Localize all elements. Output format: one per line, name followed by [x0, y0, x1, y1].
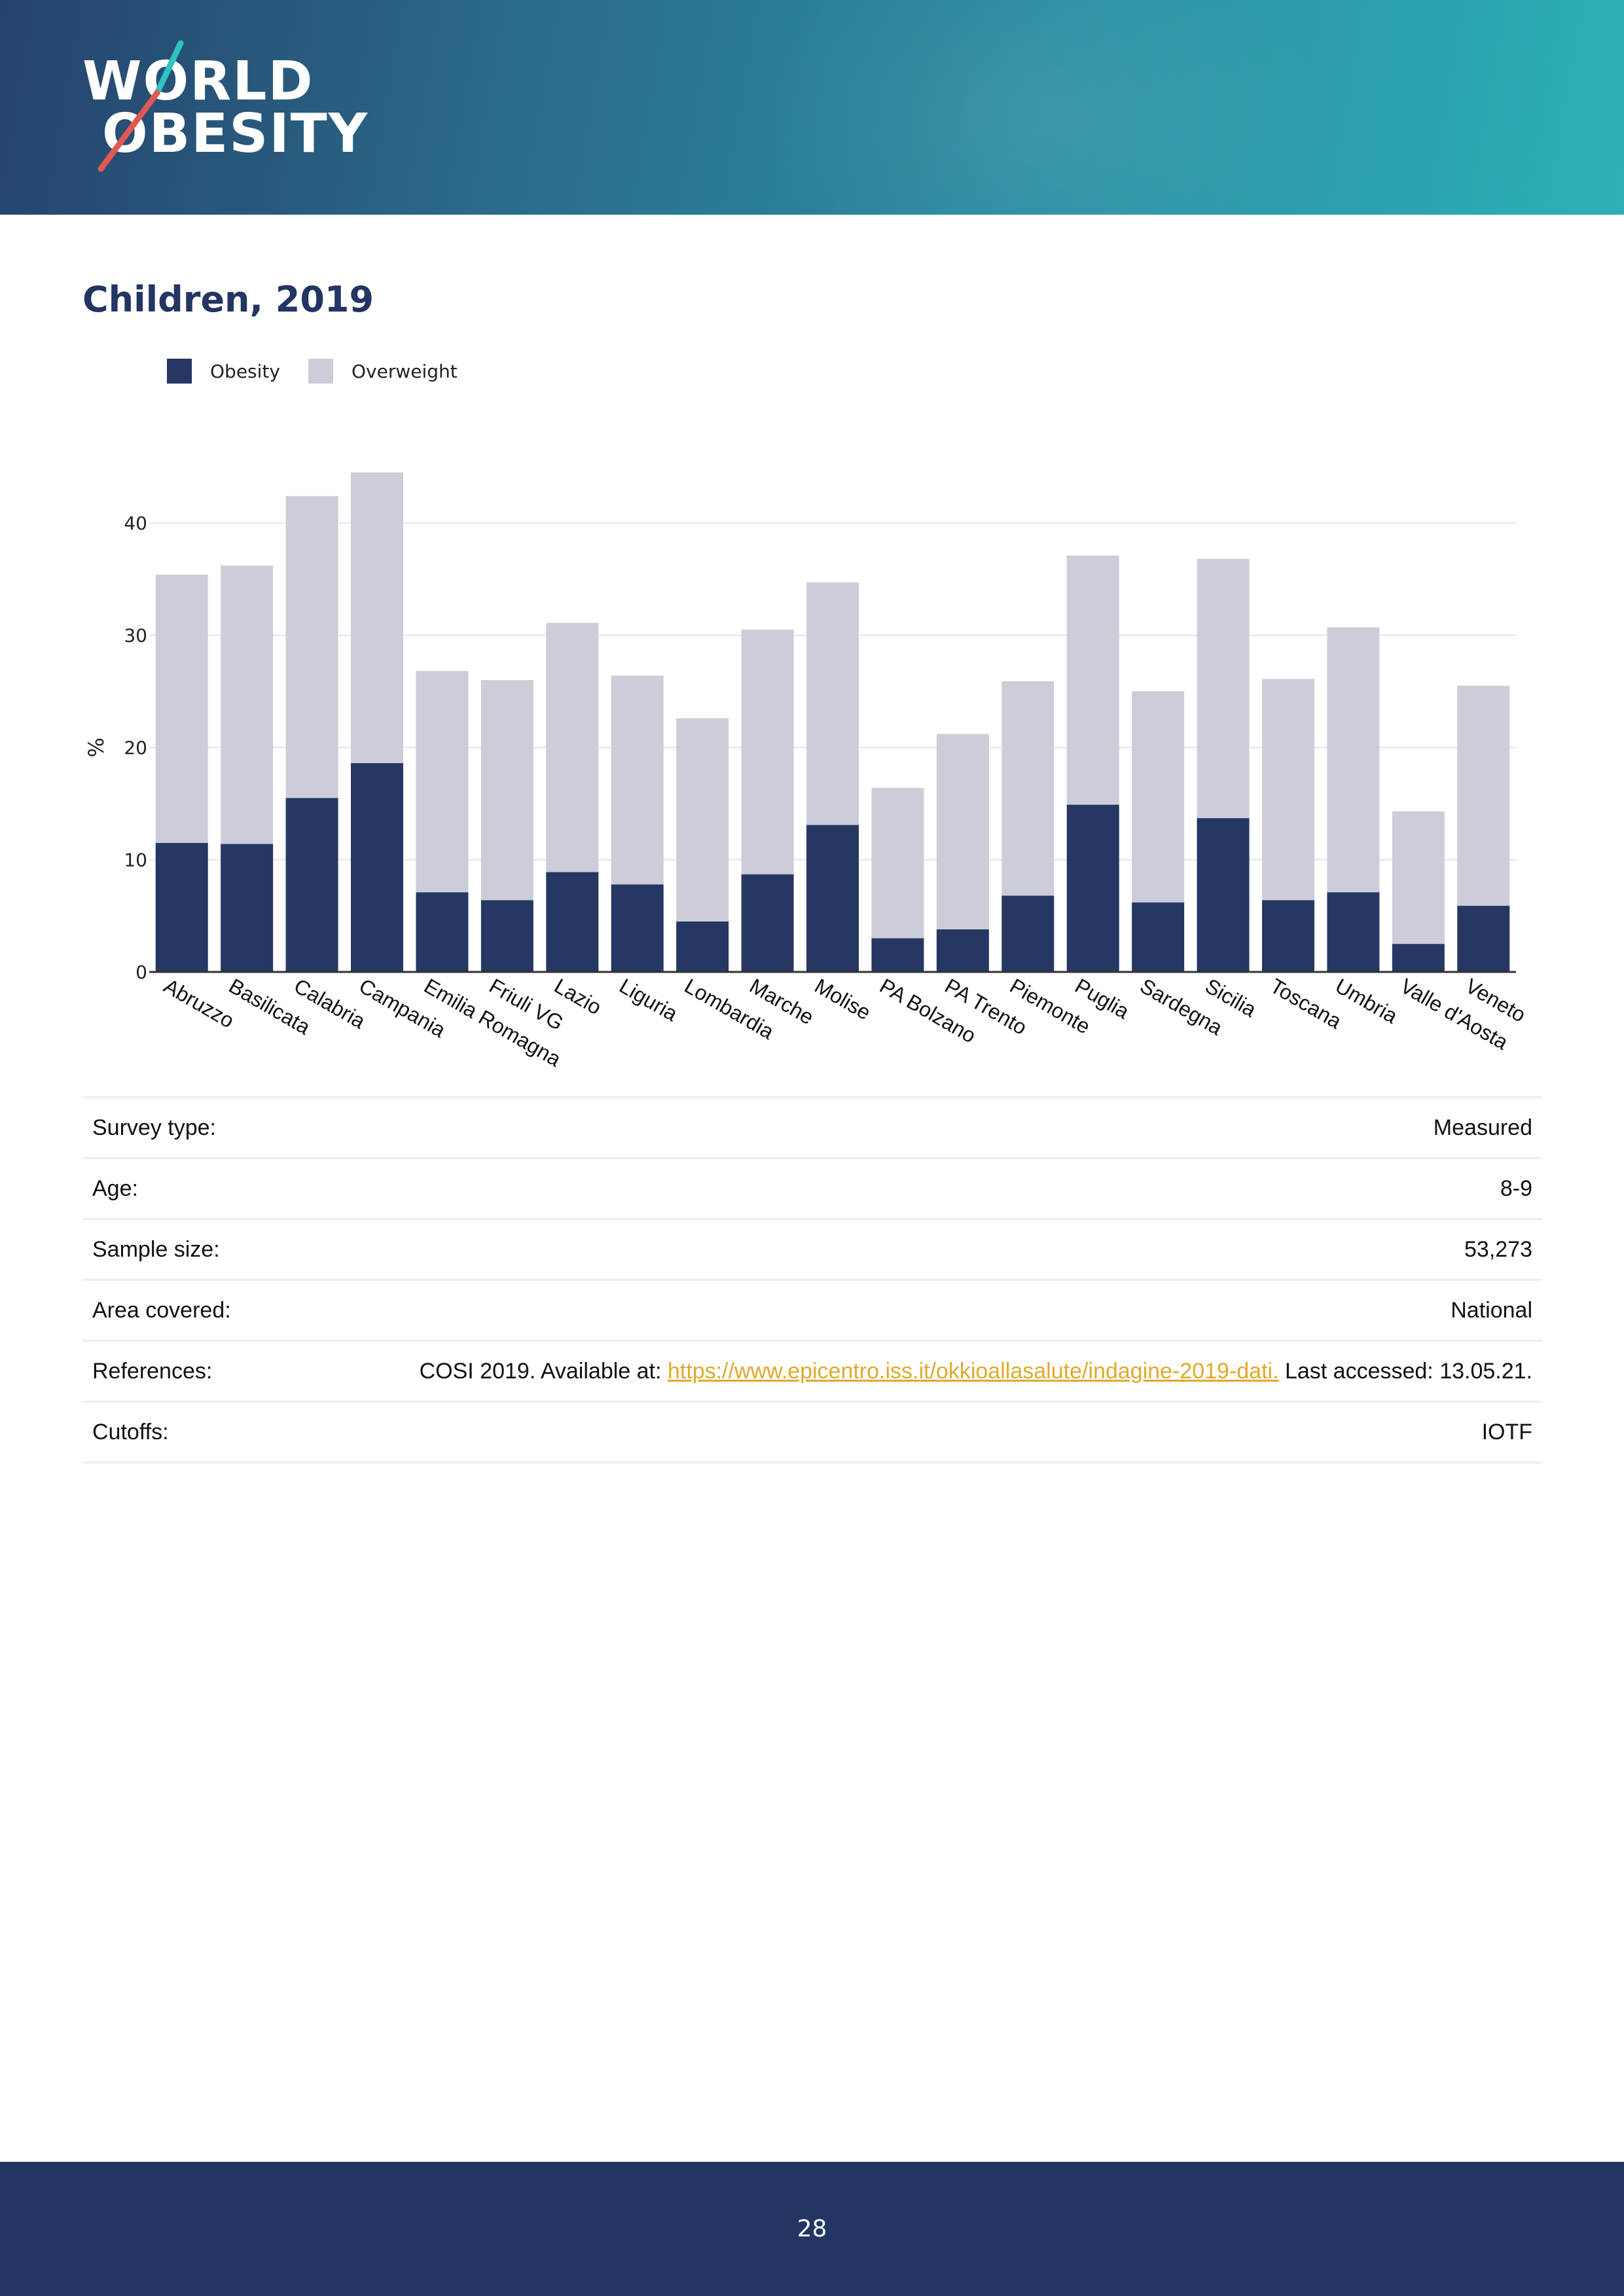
y-axis-label: %	[84, 738, 109, 757]
bar-obesity	[480, 900, 533, 972]
row-label: Area covered:	[92, 1297, 231, 1323]
bar-overweight	[1262, 679, 1314, 901]
reference-suffix: Last accessed: 13.05.21.	[1278, 1358, 1532, 1384]
row-label: Cutoffs:	[92, 1419, 169, 1444]
reference-link[interactable]: https://www.epicentro.iss.it/okkioallasa…	[667, 1358, 1279, 1384]
bar-obesity	[1327, 892, 1380, 972]
bar-obesity	[806, 825, 859, 972]
row-value: National	[1451, 1297, 1532, 1323]
y-tick-label: 40	[124, 512, 147, 534]
bar-overweight	[1457, 685, 1510, 906]
logo-text-world: WORLD	[82, 50, 314, 113]
row-label: References:	[92, 1358, 213, 1384]
header-sheen	[753, 0, 1342, 215]
survey-info-table: Survey type: Measured Age: 8-9 Sample si…	[82, 1096, 1542, 1463]
bar-obesity	[155, 842, 208, 972]
bar-overweight	[351, 472, 403, 764]
bar-overweight	[480, 680, 533, 901]
bar-obesity	[221, 844, 274, 972]
table-row-cutoffs: Cutoffs: IOTF	[82, 1401, 1542, 1463]
page-header: WORLD OBESITY	[0, 0, 1624, 215]
table-row-area-covered: Area covered: National	[82, 1279, 1542, 1340]
y-tick-label: 0	[135, 961, 147, 983]
bar-obesity	[285, 798, 338, 972]
row-value: IOTF	[1481, 1419, 1532, 1444]
bar-obesity	[1392, 944, 1445, 972]
bar-overweight	[611, 675, 664, 885]
bar-overweight	[1392, 811, 1445, 944]
bar-overweight	[936, 734, 989, 929]
bar-overweight	[221, 565, 274, 844]
bar-overweight	[1132, 691, 1185, 903]
bar-overweight	[416, 671, 469, 893]
logo-text-obesity: OBESITY	[102, 103, 369, 165]
bar-obesity	[416, 892, 469, 972]
stacked-bar-chart: 010203040%AbruzzoBasilicataCalabriaCampa…	[84, 472, 1530, 1071]
table-row-references: References: COSI 2019. Available at: htt…	[82, 1340, 1542, 1401]
row-label: Age:	[92, 1175, 138, 1201]
legend-label-obesity: Obesity	[210, 360, 280, 382]
bar-overweight	[285, 495, 338, 798]
y-tick-label: 20	[124, 737, 147, 759]
bar-overweight	[546, 622, 599, 872]
table-row-age: Age: 8-9	[82, 1157, 1542, 1218]
y-tick-label: 30	[124, 625, 147, 647]
bar-obesity	[1262, 900, 1314, 972]
bar-overweight	[1001, 681, 1055, 896]
bar-obesity	[741, 874, 794, 972]
y-tick-label: 10	[124, 850, 147, 871]
x-tick-label: Molise	[811, 974, 875, 1024]
legend-swatch-overweight	[308, 359, 333, 384]
legend-swatch-obesity	[167, 359, 192, 384]
world-obesity-logo: WORLD OBESITY	[82, 39, 367, 177]
legend-item-overweight: Overweight	[308, 357, 458, 386]
x-tick-label: Toscana	[1267, 974, 1346, 1033]
bar-obesity	[676, 921, 729, 972]
page-footer: 28	[0, 2162, 1624, 2296]
bar-obesity	[1132, 902, 1185, 972]
x-tick-label: Liguria	[615, 974, 681, 1026]
bar-obesity	[1066, 804, 1119, 972]
row-value: 53,273	[1464, 1236, 1532, 1262]
bar-obesity	[351, 763, 403, 972]
logo-slash-icon	[98, 40, 184, 172]
reference-prefix: COSI 2019. Available at:	[419, 1358, 668, 1384]
legend-item-obesity: Obesity	[167, 357, 280, 386]
bar-obesity	[611, 884, 664, 972]
row-value: Measured	[1433, 1115, 1532, 1140]
bar-overweight	[806, 582, 859, 825]
bar-overweight	[741, 629, 794, 874]
bar-obesity	[546, 872, 599, 972]
bar-obesity	[936, 929, 989, 972]
bar-obesity	[1197, 818, 1250, 972]
chart-title: Children, 2019	[82, 279, 374, 320]
row-label: Survey type:	[92, 1115, 216, 1140]
table-row-survey-type: Survey type: Measured	[82, 1096, 1542, 1157]
bar-obesity	[1001, 895, 1055, 972]
bar-overweight	[1066, 555, 1119, 805]
x-tick-label: Umbria	[1331, 974, 1401, 1028]
bar-overweight	[1197, 558, 1250, 819]
page-number: 28	[797, 2215, 827, 2242]
bar-overweight	[676, 718, 729, 922]
bar-obesity	[871, 938, 924, 972]
row-value: 8-9	[1500, 1175, 1532, 1201]
table-row-sample-size: Sample size: 53,273	[82, 1218, 1542, 1279]
bar-overweight	[871, 787, 924, 939]
row-value-references: COSI 2019. Available at: https://www.epi…	[420, 1359, 1542, 1384]
bar-overweight	[155, 574, 208, 843]
bar-overweight	[1327, 627, 1380, 893]
row-label: Sample size:	[92, 1236, 220, 1262]
bar-obesity	[1457, 905, 1510, 972]
x-tick-label: Abruzzo	[160, 974, 238, 1033]
legend-label-overweight: Overweight	[352, 360, 458, 382]
